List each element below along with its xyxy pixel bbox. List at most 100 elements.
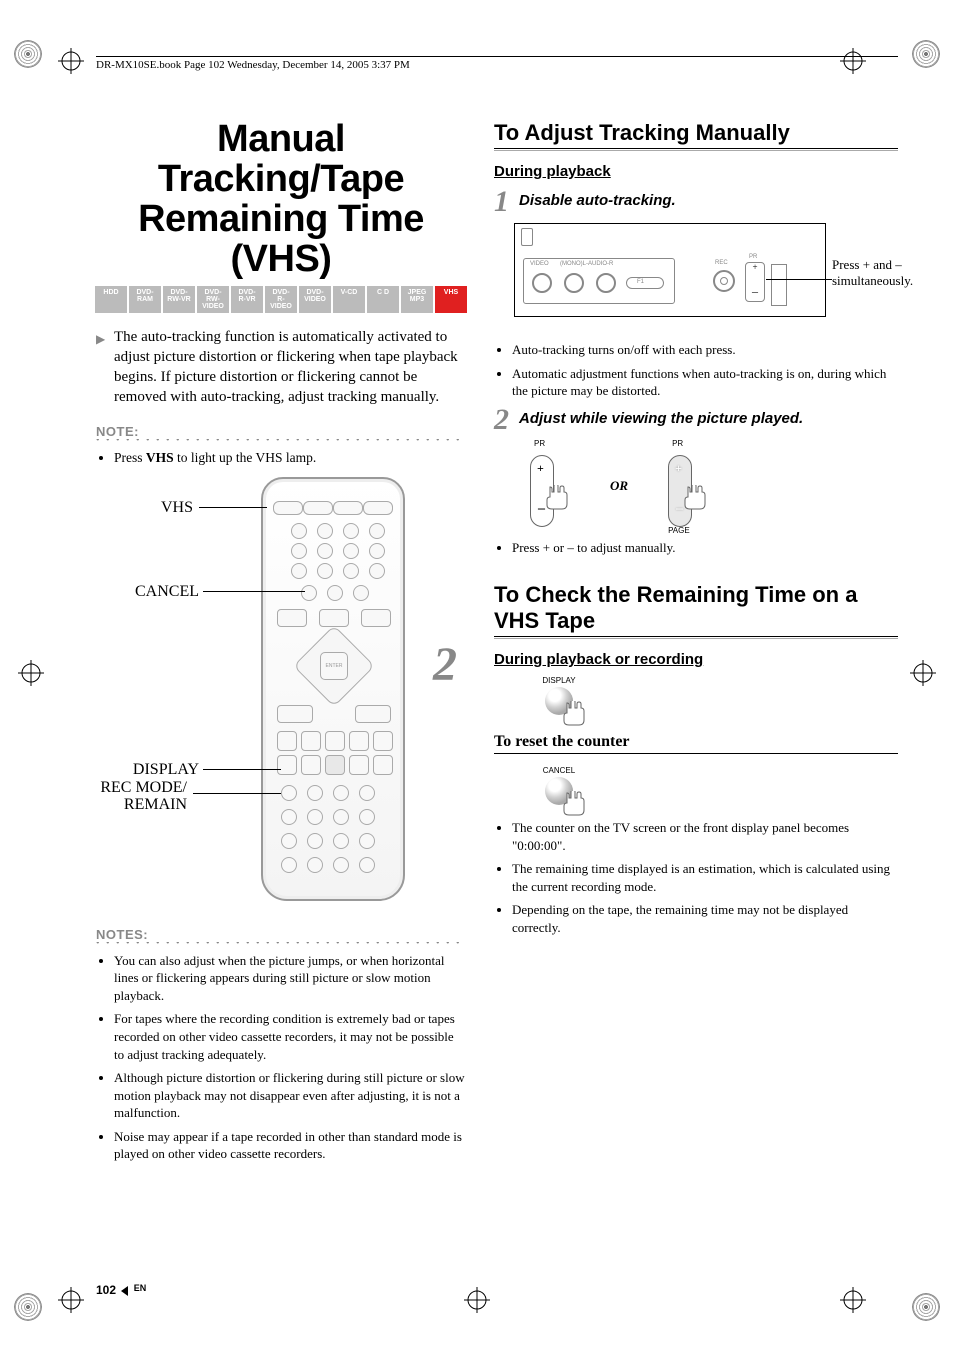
- page-footer: 102 EN: [96, 1283, 146, 1297]
- remote-btn: [325, 755, 345, 775]
- intro-paragraph: ▶ The auto-tracking function is automati…: [96, 327, 466, 408]
- fmt-dvd-r-vr: DVD- R-VR: [231, 286, 263, 313]
- jack-icon: [596, 273, 616, 293]
- remote-label-vhs: VHS: [103, 499, 193, 517]
- remote-btn: [349, 731, 369, 751]
- vcr-label-video: VIDEO: [530, 261, 549, 267]
- remote-btn: [281, 809, 297, 825]
- remote-btn: [359, 809, 375, 825]
- note-prefix: Press: [114, 450, 146, 465]
- remote-btn: [359, 833, 375, 849]
- sec2-title-l1: To Check the Remaining Time on a: [494, 582, 857, 607]
- note-heading: NOTE:: [96, 424, 466, 439]
- reg-cross-bot-right: [840, 1287, 866, 1313]
- remote-btn: [291, 563, 307, 579]
- step2-text: Adjust while viewing the picture played.: [519, 406, 803, 433]
- title-line1: Manual Tracking/Tape: [158, 118, 404, 200]
- fmt-vcd: V-CD: [333, 286, 365, 313]
- display-button-figure: DISPLAY: [524, 676, 594, 715]
- header-text: DR-MX10SE.book Page 102 Wednesday, Decem…: [96, 59, 410, 71]
- dotted-rule: • • • • • • • • • • • • • • • • • • • • …: [96, 942, 466, 946]
- callout-line: [766, 279, 832, 280]
- remote-btn: [343, 543, 359, 559]
- hand-icon: [544, 485, 574, 511]
- reset-bullet: Depending on the tape, the remaining tim…: [512, 901, 898, 936]
- step1-number: 1: [494, 188, 509, 215]
- plus-icon: +: [675, 461, 682, 476]
- remote-callout-2: 2: [433, 637, 457, 692]
- pr-plus: +: [746, 263, 764, 272]
- notes-item: For tapes where the recording condition …: [114, 1010, 466, 1063]
- fmt-dvd-r-video: DVD- R-VIDEO: [265, 286, 297, 313]
- remote-btn: [333, 833, 349, 849]
- remote-btn: [281, 833, 297, 849]
- right-column: To Adjust Tracking Manually During playb…: [494, 120, 898, 1271]
- remote-btn: [277, 731, 297, 751]
- reg-mark-top-left: [14, 40, 42, 68]
- note-item: Press VHS to light up the VHS lamp.: [114, 449, 466, 467]
- format-badges: HDD DVD- RAM DVD- RW-VR DVD- RW-VIDEO DV…: [96, 286, 466, 313]
- remote-btn: [361, 609, 391, 627]
- reset-bullet: The remaining time displayed is an estim…: [512, 860, 898, 895]
- remote-btn: [291, 543, 307, 559]
- remote-btn: [291, 523, 307, 539]
- vcr-label-f1: F1: [637, 279, 644, 285]
- pr-rocker-icon: + ‒: [745, 262, 765, 302]
- pr-rocker-left: PR + –: [530, 441, 570, 531]
- sec1-bullets: Auto-tracking turns on/off with each pre…: [494, 341, 898, 400]
- remote-label-cancel-text: CANCEL: [135, 583, 199, 600]
- remote-btn: [307, 809, 323, 825]
- remote-btn: [333, 857, 349, 873]
- cancel-ball-wrap: [545, 777, 573, 805]
- intro-text: The auto-tracking function is automatica…: [114, 327, 466, 408]
- display-label: DISPLAY: [542, 676, 575, 685]
- remote-body: ENTER: [261, 477, 405, 901]
- label-line: [193, 793, 281, 794]
- label-line: [199, 507, 267, 508]
- jack-icon: [564, 273, 584, 293]
- label-line: [203, 591, 305, 592]
- remote-btn: [369, 563, 385, 579]
- pr-label: PR: [672, 439, 683, 448]
- label-line: [203, 769, 281, 770]
- reg-cross-bot-left: [58, 1287, 84, 1313]
- remote-btn: [325, 731, 345, 751]
- remote-btn: [301, 755, 321, 775]
- step2-number: 2: [494, 406, 509, 433]
- note-suffix: to light up the VHS lamp.: [174, 450, 317, 465]
- vcr-f1: [626, 277, 664, 289]
- remote-btn: [373, 731, 393, 751]
- reg-cross-bot-center: [464, 1287, 490, 1313]
- page-label: PAGE: [668, 526, 690, 535]
- remote-btn: [349, 755, 369, 775]
- remote-btn: [343, 523, 359, 539]
- remote-btn: [301, 731, 321, 751]
- remote-btn: [281, 857, 297, 873]
- section2-title: To Check the Remaining Time on a VHS Tap…: [494, 582, 898, 634]
- plus-icon: +: [537, 461, 544, 476]
- section1-title: To Adjust Tracking Manually: [494, 120, 898, 146]
- remote-btn: [327, 585, 343, 601]
- vcr-figure: VIDEO (MONO)L-AUDIO-R F1 REC PR +: [494, 223, 898, 317]
- section2-sub: During playback or recording: [494, 651, 898, 668]
- remote-btn: [301, 585, 317, 601]
- or-label: OR: [610, 478, 628, 494]
- notes-item: Although picture distortion or flickerin…: [114, 1069, 466, 1122]
- remote-label-recmode: REC MODE/ REMAIN: [97, 779, 187, 814]
- remote-btn: [355, 705, 391, 723]
- sec1-bullet2: Press + or – to adjust manually.: [512, 539, 898, 557]
- remote-btn: [303, 501, 333, 515]
- remote-btn: [359, 785, 375, 801]
- pr-label: PR: [534, 439, 545, 448]
- pr-rocker-right: PR + – PAGE: [668, 441, 708, 531]
- hand-icon: [561, 791, 591, 817]
- section1-sub: During playback: [494, 163, 898, 180]
- running-header: DR-MX10SE.book Page 102 Wednesday, Decem…: [96, 56, 898, 71]
- cancel-label: CANCEL: [543, 766, 575, 775]
- remote-btn: [277, 705, 313, 723]
- reset-bullet: The counter on the TV screen or the fron…: [512, 819, 898, 854]
- cancel-button-figure: CANCEL: [524, 766, 594, 805]
- remote-btn: [333, 785, 349, 801]
- step-2: 2 Adjust while viewing the picture playe…: [494, 406, 898, 433]
- fmt-cd: C D: [367, 286, 399, 313]
